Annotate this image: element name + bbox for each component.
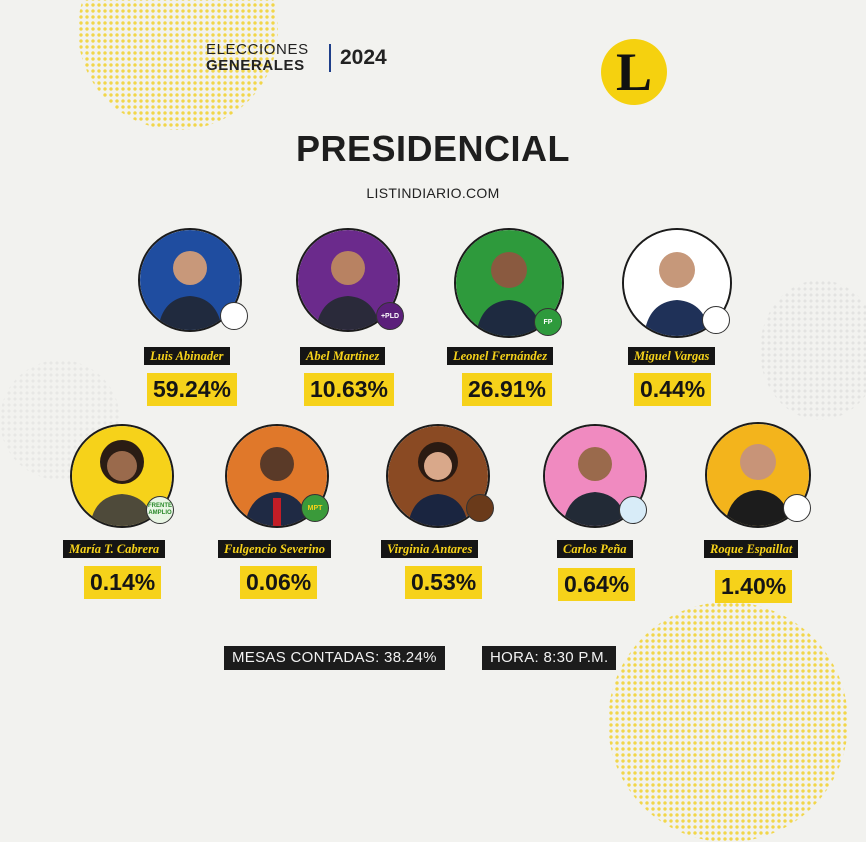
candidate-percent: 26.91% [462, 373, 553, 406]
logo-letter: L [615, 42, 653, 102]
candidate-photo [138, 228, 242, 332]
candidate-name: Miguel Vargas [628, 347, 716, 365]
website-label: LISTINDIARIO.COM [366, 185, 500, 201]
candidate-percent: 0.14% [84, 566, 162, 599]
candidate-percent: 1.40% [715, 570, 793, 603]
candidate-percent: 10.63% [304, 373, 395, 406]
decorative-halftone-circle [608, 602, 848, 842]
listin-diario-logo: L [601, 39, 667, 105]
candidate-percent: 0.06% [240, 566, 318, 599]
candidate-name: Virginia Antares [381, 540, 479, 558]
candidate-percent: 0.53% [405, 566, 483, 599]
candidate-percent: 59.24% [147, 373, 238, 406]
header-divider [329, 44, 331, 72]
candidate-photo [622, 228, 732, 338]
decorative-halftone-pattern [760, 280, 866, 420]
party-logo-icon: MPT [301, 494, 329, 522]
party-logo-icon [783, 494, 811, 522]
candidate-name: María T. Cabrera [63, 540, 166, 558]
candidate-photo [454, 228, 564, 338]
candidate-photo [386, 424, 490, 528]
event-line-2: GENERALES [206, 57, 305, 74]
event-year: 2024 [340, 46, 387, 69]
candidate-photo [543, 424, 647, 528]
party-logo-icon: FRENTE AMPLIO [146, 496, 174, 524]
event-line-1: ELECCIONES [206, 41, 309, 58]
event-heading: ELECCIONES GENERALES [206, 42, 309, 74]
hora-label: HORA: 8:30 P.M. [482, 646, 617, 670]
mesas-contadas-label: MESAS CONTADAS: 38.24% [224, 646, 445, 670]
candidate-name: Roque Espaillat [704, 540, 799, 558]
party-logo-icon: FP [534, 308, 562, 336]
party-logo-icon [619, 496, 647, 524]
party-logo-icon [702, 306, 730, 334]
candidate-name: Fulgencio Severino [218, 540, 332, 558]
candidate-photo [705, 422, 811, 528]
page-title: PRESIDENCIAL [295, 128, 571, 169]
candidate-name: Luis Abinader [144, 347, 230, 365]
candidate-percent: 0.44% [634, 373, 712, 406]
candidate-photo [296, 228, 400, 332]
party-logo-icon [466, 494, 494, 522]
candidate-name: Carlos Peña [557, 540, 633, 558]
candidate-name: Abel Martínez [300, 347, 386, 365]
candidate-percent: 0.64% [558, 568, 636, 601]
party-logo-icon [220, 302, 248, 330]
party-logo-icon: +PLD [376, 302, 404, 330]
candidate-photo [70, 424, 174, 528]
candidate-name: Leonel Fernández [447, 347, 554, 365]
